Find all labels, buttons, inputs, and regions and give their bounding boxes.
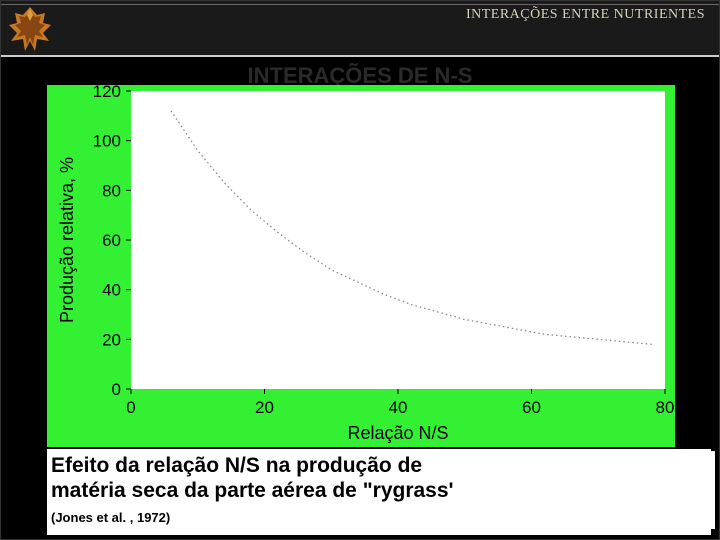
svg-text:120: 120 [93,85,121,101]
series-line [171,111,652,344]
svg-text:20: 20 [102,330,121,349]
caption-line1: Efeito da relação N/S na produção de [51,454,422,477]
caption-area: Efeito da relação N/S na produção de mat… [47,449,711,535]
x-axis-label: Relação N/S [347,423,448,443]
slide-root: INTERAÇÕES ENTRE NUTRIENTES INTERAÇÕES D… [0,0,720,540]
svg-text:100: 100 [93,132,121,151]
y-axis-label: Produção relativa, % [57,157,77,323]
svg-text:40: 40 [389,398,408,417]
caption-citation: (Jones et al. , 1972) [51,510,170,525]
svg-text:80: 80 [656,398,675,417]
svg-text:0: 0 [126,398,135,417]
header-underline [1,55,719,57]
caption-line2: matéria seca da parte aérea de "rygrass' [51,479,454,502]
header-title: INTERAÇÕES ENTRE NUTRIENTES [466,7,705,23]
svg-text:20: 20 [255,398,274,417]
svg-text:60: 60 [522,398,541,417]
header-topline [1,4,719,5]
svg-text:40: 40 [102,281,121,300]
svg-text:80: 80 [102,181,121,200]
svg-text:60: 60 [102,231,121,250]
chart: 0 20 40 60 80 100 120 0 20 40 60 80 Relação N/S Produ… [47,85,675,447]
svg-text:0: 0 [112,380,121,399]
leaf-icon [3,3,57,57]
